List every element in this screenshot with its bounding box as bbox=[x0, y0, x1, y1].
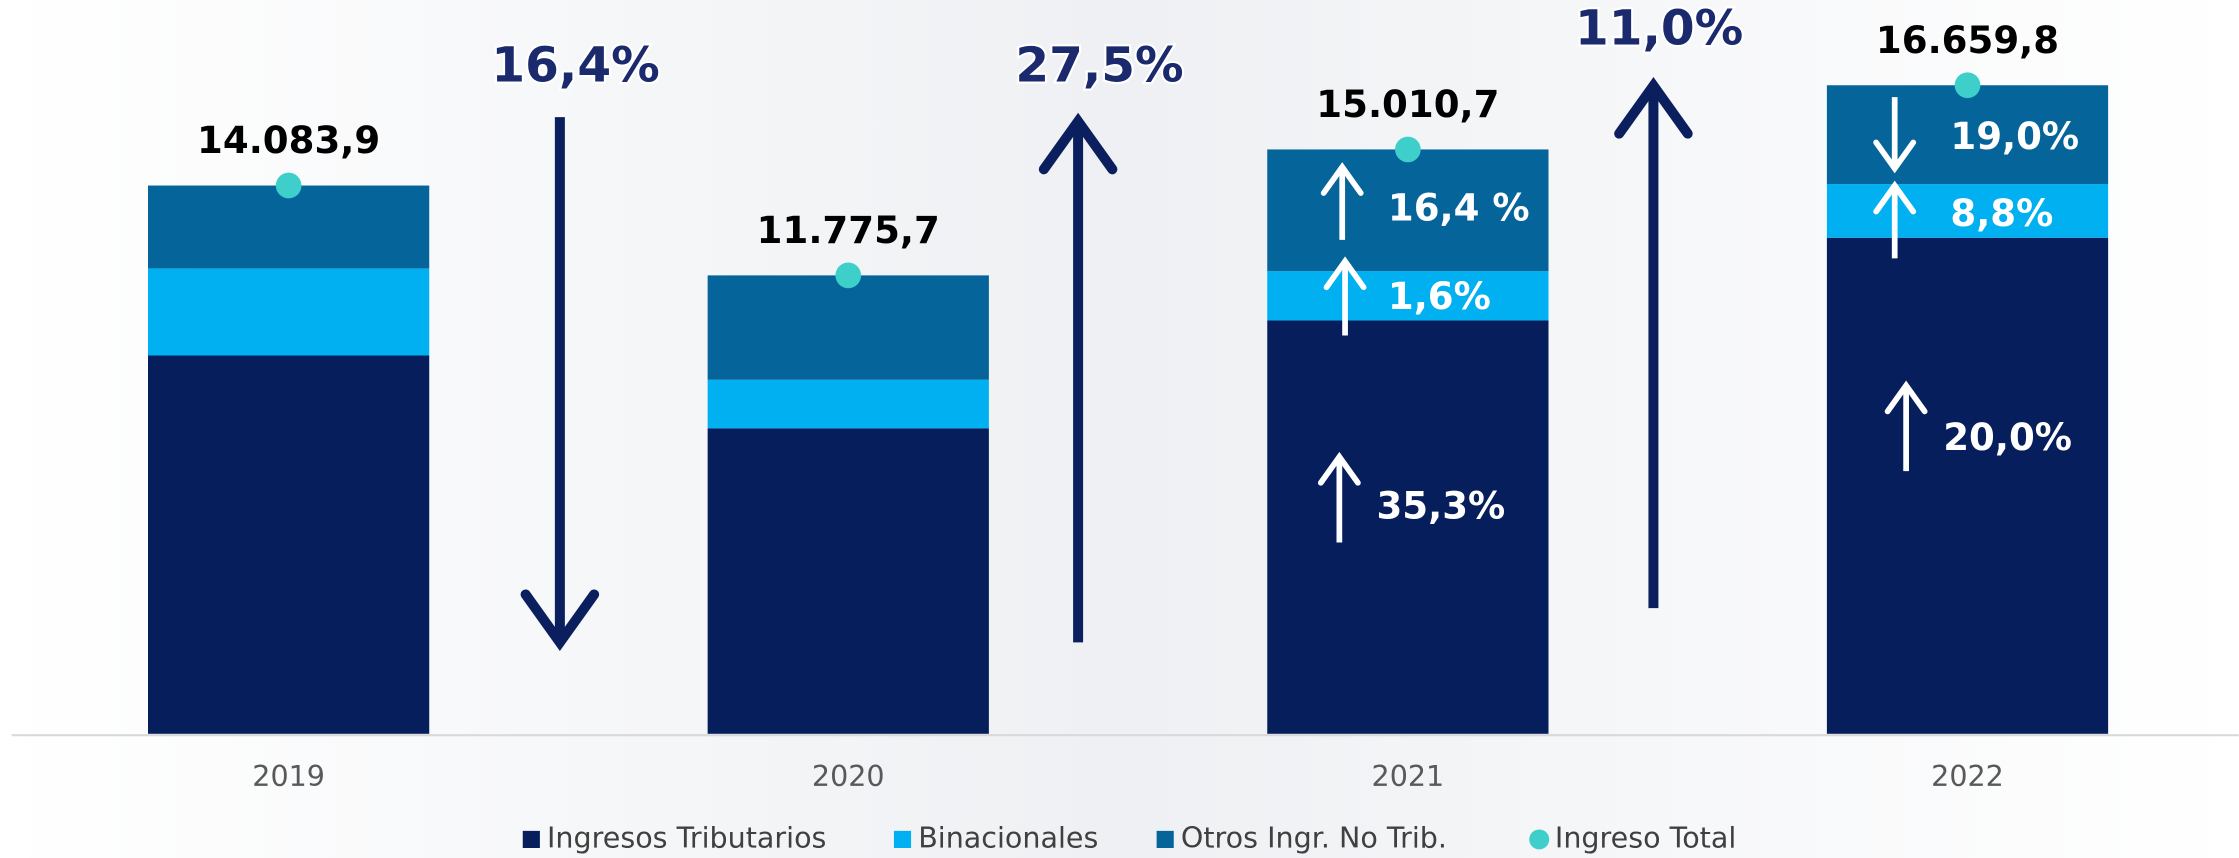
total-point bbox=[275, 172, 302, 199]
annotation: 35,3% bbox=[1376, 485, 1505, 528]
bar-segment bbox=[707, 275, 989, 380]
arrow-head bbox=[1320, 162, 1364, 196]
bar-segment bbox=[1267, 149, 1549, 272]
legend-label: Otros Ingr. No Trib. bbox=[1181, 820, 1447, 854]
bar-segment bbox=[1267, 320, 1549, 734]
arrow-head bbox=[1873, 139, 1917, 174]
annotation: 16,4% bbox=[491, 38, 659, 94]
legend-label: Ingreso Total bbox=[1555, 820, 1736, 854]
bar-segment bbox=[148, 185, 430, 269]
arrow-head bbox=[1873, 180, 1917, 215]
annotation: 20,0% bbox=[1943, 416, 2072, 459]
bar-segment bbox=[707, 379, 989, 429]
legend-marker bbox=[522, 830, 540, 849]
bar-segment bbox=[1267, 271, 1549, 321]
legend-label: Ingresos Tributarios bbox=[547, 820, 826, 854]
total-label: 15.010,7 bbox=[1316, 83, 1499, 126]
legend-marker bbox=[1529, 829, 1550, 850]
arrow-head bbox=[520, 589, 600, 652]
arrow-head bbox=[1884, 380, 1928, 415]
annotation: 27,5% bbox=[1015, 38, 1183, 94]
legend-label: Binacionales bbox=[918, 820, 1098, 854]
total-point bbox=[835, 262, 862, 289]
bar-segment bbox=[707, 428, 989, 734]
x-tick-label: 2022 bbox=[1931, 759, 2004, 793]
bar-segment bbox=[148, 268, 430, 356]
total-label: 16.659,8 bbox=[1876, 19, 2059, 62]
x-tick-label: 2020 bbox=[812, 759, 885, 793]
total-label: 11.775,7 bbox=[757, 209, 940, 252]
annotation: 16,4 % bbox=[1388, 186, 1530, 229]
legend-marker bbox=[893, 830, 912, 849]
arrow-head bbox=[1614, 77, 1693, 139]
bar-segment bbox=[1826, 85, 2109, 185]
x-tick-label: 2021 bbox=[1372, 759, 1445, 793]
arrow-head bbox=[1317, 451, 1361, 486]
annotation: 1,6% bbox=[1388, 275, 1491, 318]
annotation: 19,0% bbox=[1950, 115, 2079, 158]
annotation: 11,0% bbox=[1575, 0, 1743, 56]
legend-marker bbox=[1156, 830, 1174, 849]
total-point bbox=[1395, 136, 1421, 163]
bar-segment bbox=[1826, 237, 2109, 734]
x-tick-label: 2019 bbox=[252, 759, 325, 793]
arrow-head bbox=[1323, 256, 1367, 291]
annotation: 8,8% bbox=[1950, 192, 2053, 235]
total-label: 14.083,9 bbox=[197, 119, 380, 162]
bar-segment bbox=[148, 355, 430, 734]
total-point bbox=[1954, 72, 1981, 99]
arrow-head bbox=[1038, 112, 1118, 175]
